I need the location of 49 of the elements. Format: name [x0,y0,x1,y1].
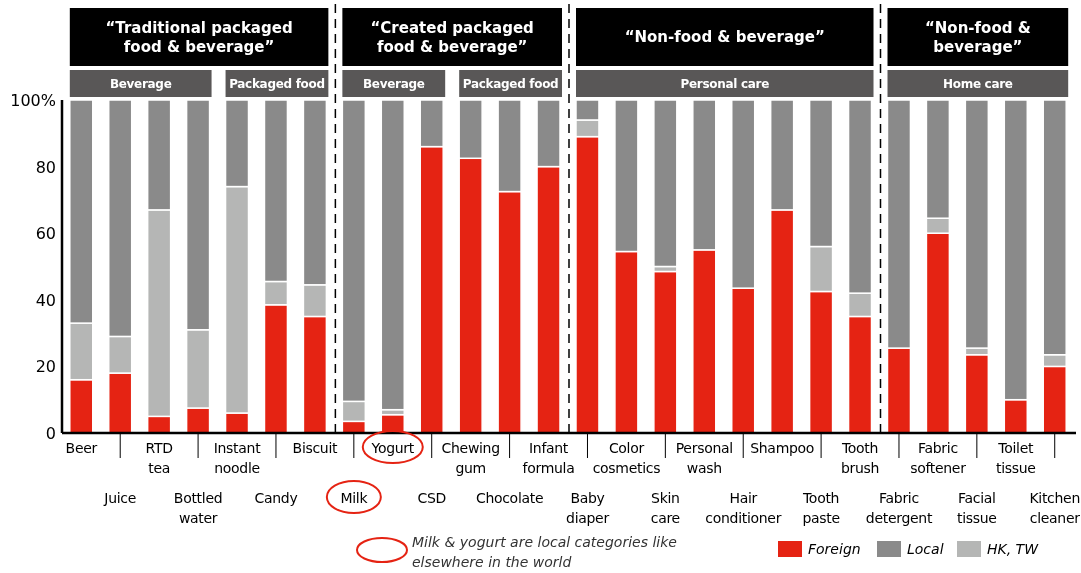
legend-label: Local [907,541,944,557]
text: “Traditional packaged food & beverage” [105,18,293,56]
bar [380,99,406,411]
y-tick-label: 40 [35,290,56,310]
x-tick-label: Baby diaper [566,490,610,526]
text: Beverage [362,77,425,91]
x-tick-label: Bottled water [173,490,223,526]
y-tick-label: 60 [35,224,56,244]
x-tick-label: Facial tissue [957,490,997,526]
bar [653,99,678,268]
x-tick-label: Toilet tissue [995,440,1036,476]
x-tick-label: Biscuit [292,440,339,456]
x-tick-label: Instant noodle [213,440,262,476]
x-tick-label: Skin care [650,490,680,526]
x-tick-label: Infant formula [522,440,575,476]
x-tick-label: Yogurt [370,440,415,456]
text: Home care [943,77,1013,91]
x-tick-label: Tooth paste [802,490,840,526]
text: Packaged food [462,77,559,91]
x-tick-label: Shampoo [750,440,815,456]
text: “Created packaged food & beverage” [370,18,534,56]
x-tick-label: Tooth brush [840,440,880,476]
legend-label: HK, TW [987,541,1040,557]
x-tick-label: Candy [254,490,298,506]
text: Milk & yogurt are local categories like elsewhere in the world [412,534,677,570]
text: Packaged food [229,77,325,91]
y-tick-label: 80 [35,157,56,177]
x-tick-label: Beer [65,440,98,456]
y-tick-label: 100% [10,91,56,110]
y-tick-label: 20 [35,357,56,377]
x-tick-label: RTD tea [145,440,173,476]
x-tick-label: Personal wash [675,440,733,476]
text: “Non-food & beverage” [924,18,1031,56]
x-tick-label: Kitchen cleaner [1029,490,1081,526]
x-tick-label: CSD [417,490,446,506]
x-tick-label: Chewing gum [441,440,500,476]
text: Beverage [109,77,172,91]
x-tick-label: Juice [103,490,137,506]
x-tick-label: Fabric detergent [865,490,933,526]
x-tick-label: Milk [340,490,369,506]
x-tick-label: Color cosmetics [592,440,661,476]
x-tick-label: Hair conditioner [705,490,782,526]
legend-label: Foreign [808,541,861,557]
bar [653,270,678,434]
y-tick-label: 0 [45,424,56,443]
text: Personal care [680,77,770,91]
x-tick-label: Fabric softener [910,440,967,476]
text: “Non-food & beverage” [624,28,825,46]
x-tick-label: Chocolate [475,490,544,506]
